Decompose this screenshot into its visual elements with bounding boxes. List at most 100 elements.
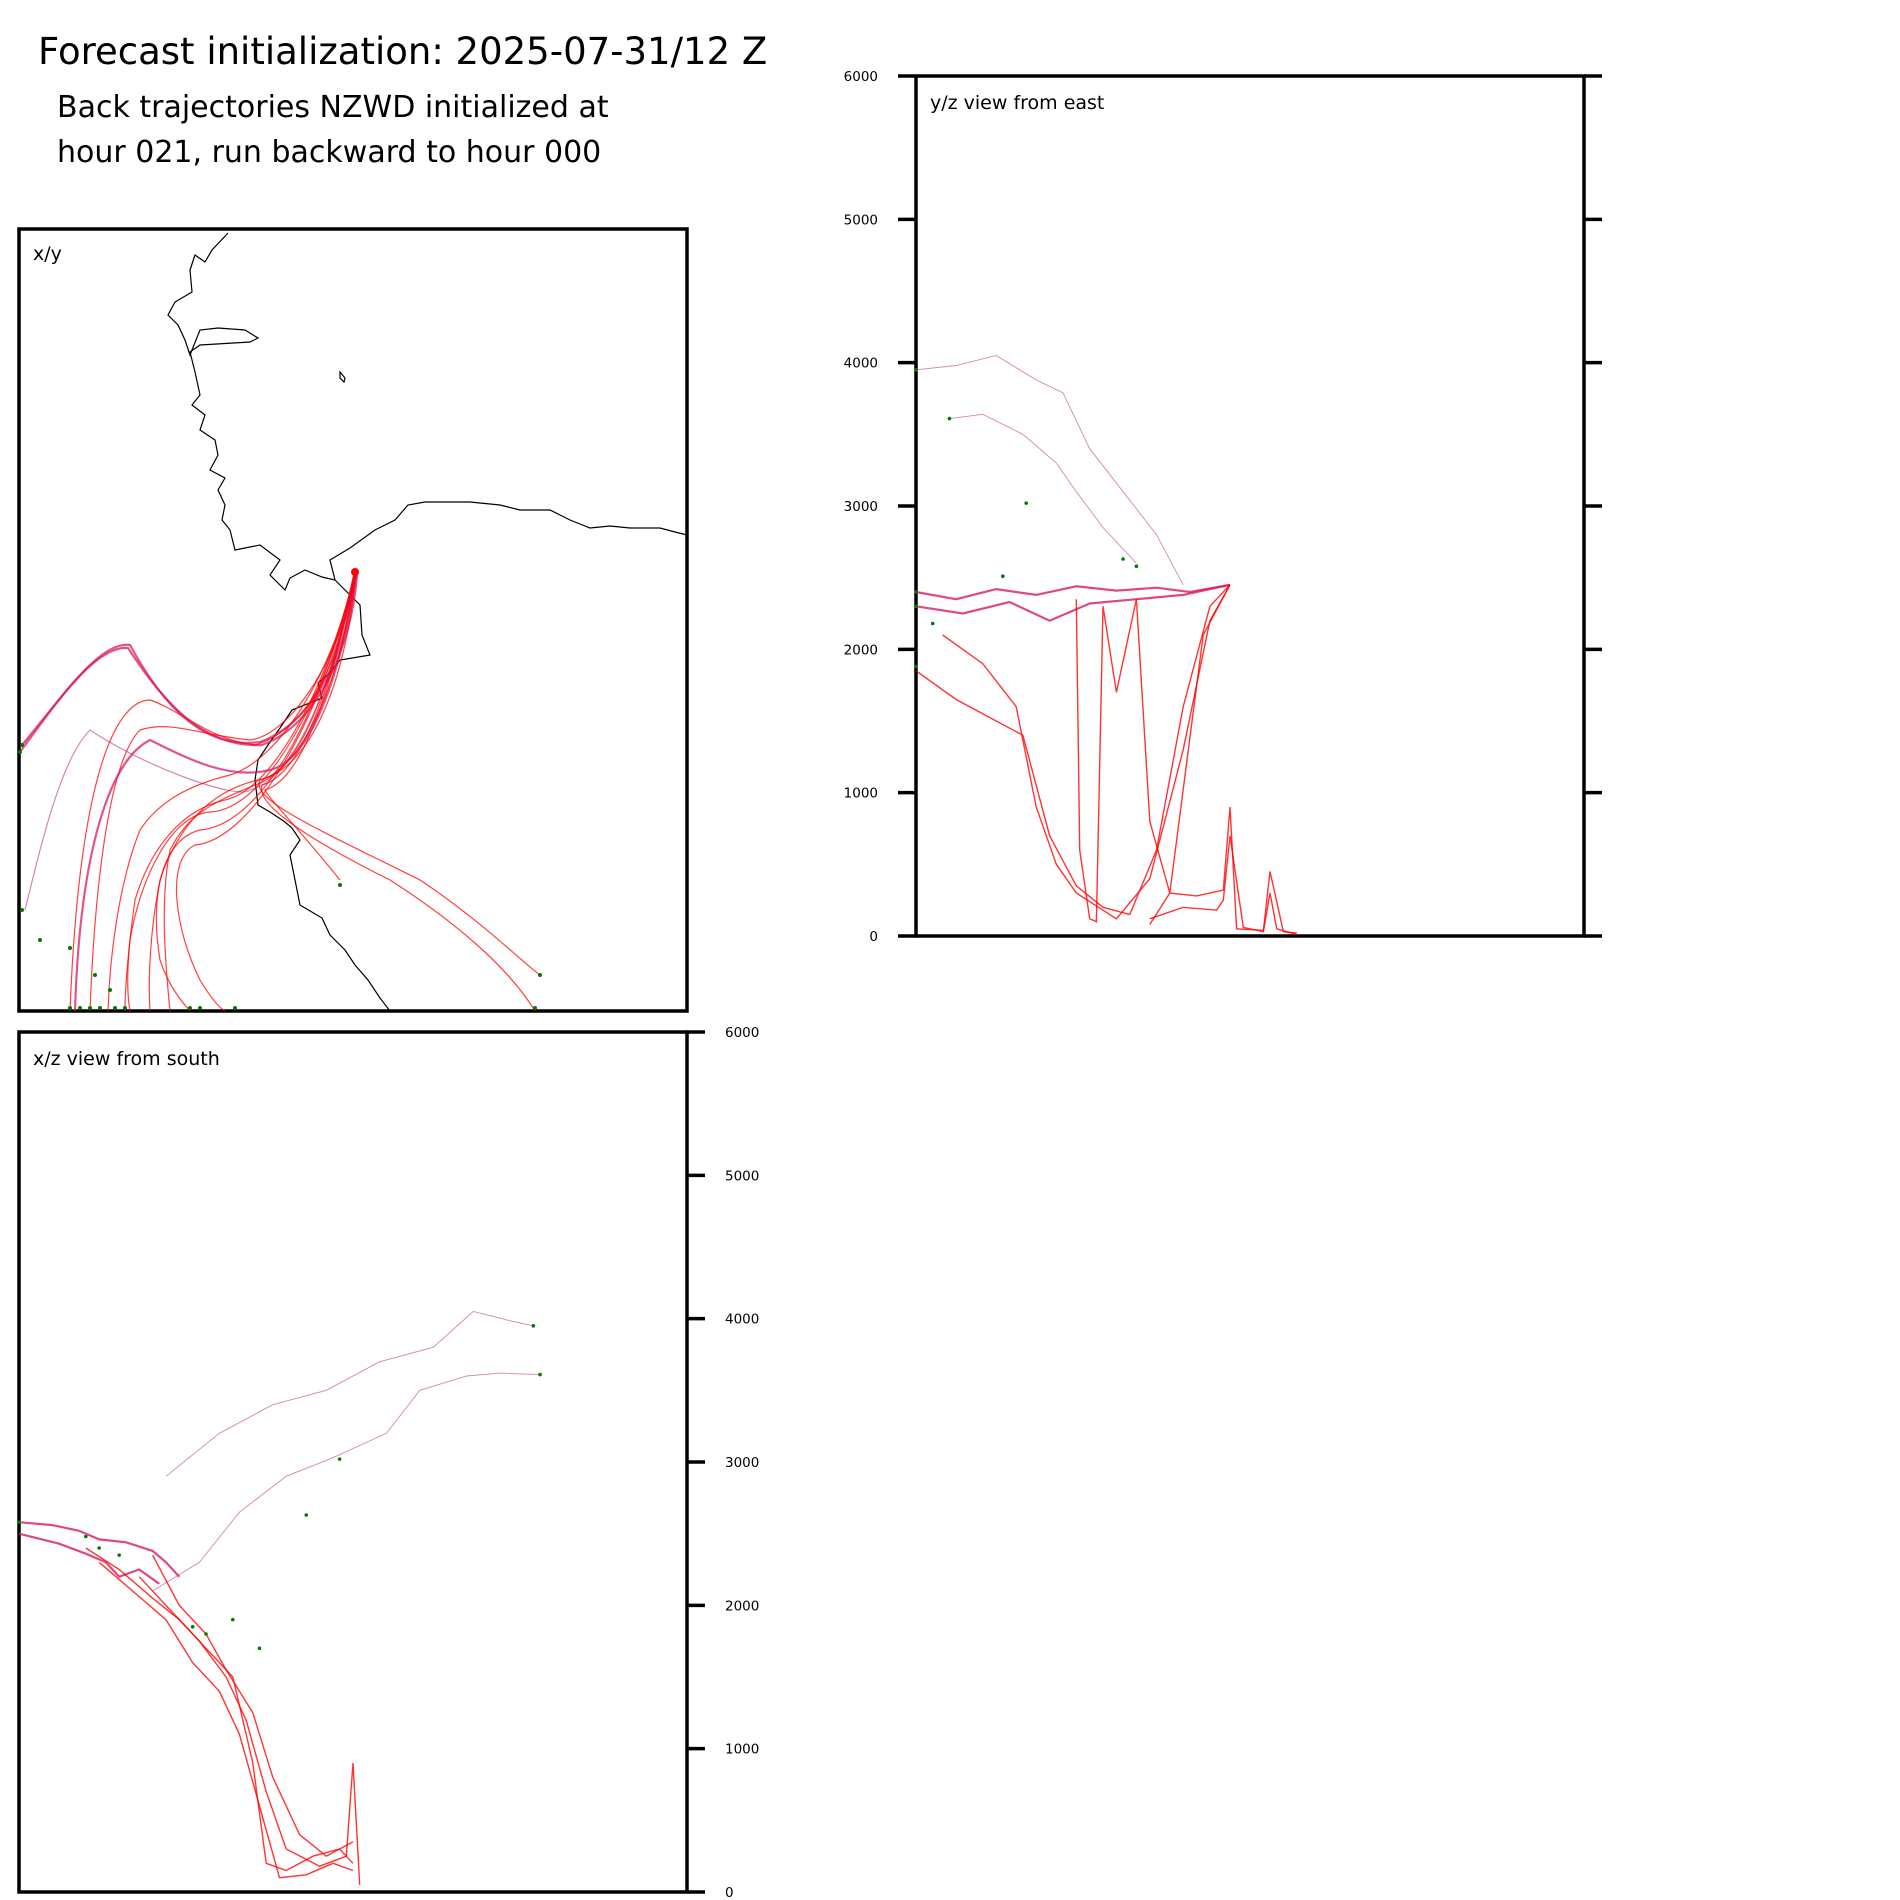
xy-endpoint-marker bbox=[20, 743, 24, 747]
xz-trajectory-line bbox=[138, 1576, 361, 1885]
xz-tick-label: 0 bbox=[725, 1885, 734, 1900]
xz-trajectories bbox=[18, 1311, 541, 1885]
yz-trajectory-line bbox=[1149, 835, 1297, 936]
xz-endpoint-marker bbox=[531, 1324, 536, 1328]
yz-trajectory-line bbox=[915, 583, 1231, 622]
xy-trajectory-line bbox=[73, 573, 358, 1012]
xy-endpoints bbox=[18, 743, 542, 1010]
xy-endpoint-marker bbox=[188, 1006, 192, 1010]
xy-endpoint-marker bbox=[98, 1006, 102, 1010]
xy-endpoint-marker bbox=[93, 973, 97, 977]
xz-trajectory-line bbox=[85, 1547, 354, 1872]
xy-trajectory-line bbox=[127, 573, 357, 1012]
xy-panel-label: x/y bbox=[33, 243, 62, 265]
xz-trajectory-line bbox=[98, 1561, 354, 1879]
coastline-east bbox=[329, 501, 688, 581]
xy-trajectory-line bbox=[258, 571, 541, 976]
xz-endpoint-marker bbox=[230, 1617, 235, 1622]
xy-endpoint-marker bbox=[123, 1006, 127, 1010]
yz-trajectory-line bbox=[1149, 806, 1297, 934]
xz-endpoint-marker bbox=[204, 1632, 208, 1636]
yz-endpoints bbox=[914, 368, 1139, 669]
yz-tick-label: 2000 bbox=[844, 642, 878, 658]
yz-endpoint-marker bbox=[914, 368, 918, 372]
xz-tick-label: 5000 bbox=[725, 1168, 759, 1184]
xz-tick-label: 3000 bbox=[725, 1455, 759, 1471]
yz-tick-label: 6000 bbox=[844, 69, 878, 85]
xz-axis-ticks: 0 1000 2000 3000 4000 5000 6000 bbox=[687, 1025, 759, 1900]
yz-trajectories bbox=[915, 355, 1297, 936]
xy-panel-frame bbox=[17, 227, 689, 1013]
xz-trajectory-line bbox=[151, 1554, 354, 1858]
xz-endpoints bbox=[17, 1324, 542, 1651]
xy-trajectory-line bbox=[19, 574, 359, 753]
xz-endpoint-marker bbox=[304, 1513, 309, 1517]
xz-endpoint-marker bbox=[84, 1534, 88, 1539]
xy-trajectory-line bbox=[155, 571, 356, 1012]
xz-tick-label: 6000 bbox=[725, 1025, 759, 1041]
xz-endpoint-marker bbox=[97, 1546, 101, 1550]
xz-endpoint-marker bbox=[117, 1553, 121, 1557]
yz-panel-label: y/z view from east bbox=[930, 92, 1104, 114]
xy-trajectory-line bbox=[107, 572, 355, 1012]
xy-endpoint-marker bbox=[20, 908, 24, 912]
xy-endpoint-marker bbox=[233, 1006, 237, 1010]
xy-trajectory-line bbox=[264, 571, 356, 881]
yz-panel-frame bbox=[914, 74, 1586, 938]
yz-axis-ticks: 0 1000 2000 3000 4000 5000 6000 bbox=[844, 69, 1602, 945]
xy-endpoint-marker bbox=[198, 1006, 202, 1010]
yz-endpoint-marker bbox=[914, 590, 918, 594]
xy-trajectory-line bbox=[163, 571, 356, 1012]
yz-tick-label: 4000 bbox=[844, 356, 878, 372]
xz-endpoint-marker bbox=[257, 1646, 262, 1651]
yz-tick-label: 0 bbox=[869, 929, 878, 945]
xy-trajectory-line bbox=[260, 571, 536, 1012]
xy-trajectory-line bbox=[148, 572, 357, 1012]
xz-trajectory-line bbox=[152, 1372, 541, 1592]
xy-endpoint-marker bbox=[38, 938, 42, 942]
xy-endpoint-marker bbox=[338, 883, 342, 887]
xy-endpoint-marker bbox=[68, 1006, 72, 1010]
xy-trajectories bbox=[19, 568, 541, 1012]
yz-tick-label: 1000 bbox=[844, 786, 878, 802]
xy-endpoint-marker bbox=[78, 1006, 82, 1010]
xy-panel: x/y bbox=[17, 227, 689, 1013]
yz-endpoint-marker bbox=[1024, 501, 1029, 505]
yz-trajectory-line bbox=[942, 584, 1231, 920]
xy-trajectory-line bbox=[175, 574, 358, 1012]
yz-tick-label: 3000 bbox=[844, 499, 878, 515]
xz-endpoint-marker bbox=[337, 1457, 342, 1461]
yz-endpoint-marker bbox=[930, 621, 935, 626]
xy-endpoint-marker bbox=[113, 1006, 117, 1010]
xy-endpoint-marker bbox=[538, 973, 542, 977]
yz-endpoint-marker bbox=[914, 604, 918, 609]
yz-tick-label: 5000 bbox=[844, 212, 878, 228]
yz-trajectory-line bbox=[915, 355, 1184, 586]
xy-endpoint-marker bbox=[18, 750, 22, 754]
xy-endpoint-marker bbox=[88, 1006, 92, 1010]
yz-trajectory-line bbox=[1075, 584, 1231, 923]
xz-endpoint-marker bbox=[190, 1625, 195, 1629]
xz-tick-label: 1000 bbox=[725, 1742, 759, 1758]
subtitle-line-1: Back trajectories NZWD initialized at bbox=[57, 90, 609, 125]
xz-endpoint-marker bbox=[538, 1372, 542, 1377]
yz-panel: y/z view from east 0 1000 2000 3000 4000 5000… bbox=[844, 69, 1602, 945]
xy-endpoint-marker bbox=[533, 1006, 537, 1010]
yz-endpoint-marker bbox=[947, 416, 952, 421]
xz-panel-label: x/z view from south bbox=[33, 1048, 220, 1070]
yz-endpoint-marker bbox=[914, 664, 918, 669]
subtitle-line-2: hour 021, run backward to hour 000 bbox=[57, 135, 602, 170]
xz-tick-label: 4000 bbox=[725, 1312, 759, 1328]
xz-endpoint-marker bbox=[17, 1520, 21, 1524]
yz-trajectory-line bbox=[915, 583, 1231, 601]
xz-trajectory-line bbox=[165, 1311, 534, 1477]
yz-trajectory-line bbox=[949, 413, 1137, 564]
yz-endpoint-marker bbox=[1121, 557, 1125, 561]
xz-panel: x/z view from south 0 1000 2000 3000 4000 500… bbox=[17, 1025, 759, 1900]
yz-trajectory-line bbox=[915, 584, 1231, 916]
xz-trajectory-line bbox=[18, 1521, 181, 1578]
yz-endpoint-marker bbox=[1001, 574, 1005, 579]
xy-trajectory-line bbox=[24, 571, 356, 911]
xy-endpoint-marker bbox=[68, 946, 72, 950]
